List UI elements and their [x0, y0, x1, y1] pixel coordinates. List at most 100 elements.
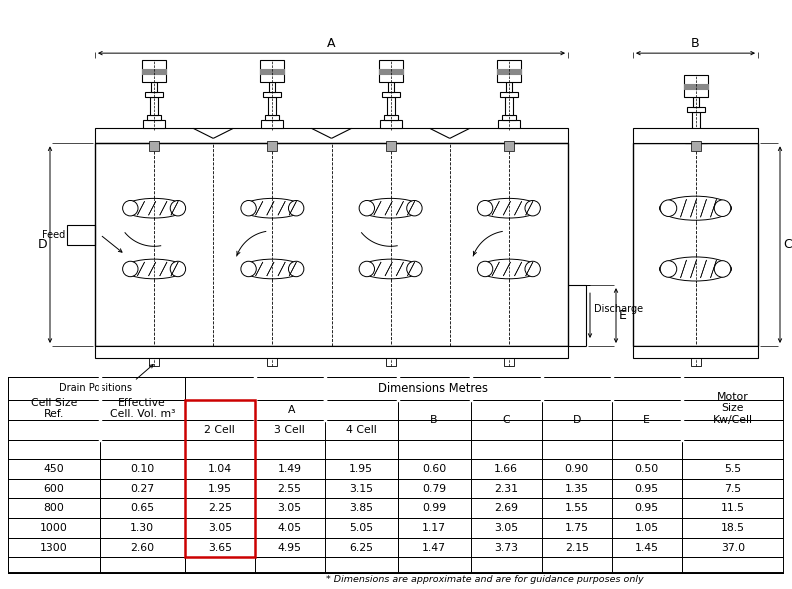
Text: 3 Cell: 3 Cell	[274, 425, 305, 435]
Text: Drain Positions: Drain Positions	[59, 383, 132, 393]
Text: 3.15: 3.15	[349, 484, 373, 494]
Bar	[386, 97, 394, 115]
Bar	[268, 141, 277, 151]
Text: 1.30: 1.30	[130, 523, 154, 533]
Text: 3.73: 3.73	[494, 542, 518, 552]
Bar	[149, 141, 159, 151]
Bar	[684, 135, 706, 143]
Bar	[500, 92, 518, 97]
Ellipse shape	[359, 262, 375, 277]
Text: 0.95: 0.95	[634, 484, 659, 494]
Bar	[145, 92, 163, 97]
Bar	[268, 97, 276, 115]
Bar	[150, 97, 158, 115]
Bar	[95, 128, 568, 143]
Text: B: B	[691, 37, 700, 50]
Text: 1.17: 1.17	[422, 523, 446, 533]
Ellipse shape	[241, 200, 257, 216]
Text: Dimensions Metres: Dimensions Metres	[379, 382, 488, 395]
Ellipse shape	[124, 198, 185, 218]
Bar	[502, 115, 516, 120]
Bar	[185, 401, 255, 557]
Ellipse shape	[360, 259, 421, 279]
Text: 5.05: 5.05	[349, 523, 373, 533]
Ellipse shape	[407, 200, 422, 216]
Bar	[633, 128, 758, 143]
Bar	[261, 120, 284, 128]
Ellipse shape	[525, 262, 540, 277]
Ellipse shape	[714, 261, 731, 277]
Text: 1.49: 1.49	[278, 464, 302, 474]
Text: 2.15: 2.15	[565, 542, 588, 552]
Bar	[268, 358, 277, 366]
Bar	[687, 107, 705, 112]
Ellipse shape	[661, 261, 676, 277]
Bar	[386, 358, 396, 366]
Bar	[142, 60, 166, 82]
Ellipse shape	[478, 259, 539, 279]
Ellipse shape	[478, 198, 539, 218]
Text: 3.85: 3.85	[349, 503, 373, 513]
Ellipse shape	[242, 198, 303, 218]
Text: 4.95: 4.95	[278, 542, 302, 552]
Text: 1000: 1000	[40, 523, 67, 533]
Text: 1.05: 1.05	[634, 523, 659, 533]
Text: 1300: 1300	[40, 542, 67, 552]
Text: 3.05: 3.05	[278, 503, 302, 513]
Text: 1.45: 1.45	[634, 542, 659, 552]
Text: 2.69: 2.69	[494, 503, 518, 513]
Bar	[151, 82, 157, 92]
Bar	[95, 143, 568, 346]
Bar	[688, 130, 703, 135]
Text: 2.55: 2.55	[278, 484, 302, 494]
Ellipse shape	[288, 262, 304, 277]
Text: 2 Cell: 2 Cell	[204, 425, 235, 435]
Text: E: E	[643, 415, 650, 425]
Ellipse shape	[123, 262, 138, 277]
Bar	[498, 120, 520, 128]
Ellipse shape	[478, 262, 493, 277]
Bar	[691, 112, 699, 130]
Bar	[633, 143, 758, 346]
Text: 37.0: 37.0	[721, 542, 745, 552]
Text: 4.05: 4.05	[278, 523, 302, 533]
Text: 1.04: 1.04	[208, 464, 232, 474]
Bar	[269, 82, 276, 92]
Text: D: D	[37, 238, 47, 251]
Text: 800: 800	[44, 503, 64, 513]
Bar	[142, 69, 166, 74]
Bar	[383, 115, 398, 120]
Bar	[147, 115, 161, 120]
Ellipse shape	[241, 262, 257, 277]
Text: 18.5: 18.5	[721, 523, 744, 533]
Text: 0.79: 0.79	[422, 484, 446, 494]
Ellipse shape	[123, 200, 138, 216]
Ellipse shape	[170, 200, 185, 216]
Bar	[149, 358, 159, 366]
Text: 0.10: 0.10	[130, 464, 154, 474]
Text: 4 Cell: 4 Cell	[345, 425, 376, 435]
Text: 1.95: 1.95	[208, 484, 232, 494]
Text: 1.66: 1.66	[494, 464, 518, 474]
Text: A: A	[327, 37, 336, 50]
Text: 1.47: 1.47	[422, 542, 446, 552]
Ellipse shape	[407, 262, 422, 277]
Bar	[691, 141, 700, 151]
Text: Cell Size
Ref.: Cell Size Ref.	[31, 398, 77, 419]
Bar	[261, 69, 284, 74]
Bar	[264, 92, 281, 97]
Text: C: C	[783, 238, 792, 251]
Bar	[497, 60, 521, 82]
Bar	[506, 82, 512, 92]
Bar	[382, 92, 400, 97]
Bar	[633, 346, 758, 358]
Text: 1.75: 1.75	[565, 523, 588, 533]
Ellipse shape	[124, 259, 185, 279]
Bar	[497, 69, 521, 74]
Text: 0.65: 0.65	[130, 503, 154, 513]
Text: 3.05: 3.05	[494, 523, 518, 533]
Text: 1.55: 1.55	[565, 503, 588, 513]
Bar	[143, 120, 165, 128]
Text: Effective
Cell. Vol. m³: Effective Cell. Vol. m³	[109, 398, 175, 419]
Text: 450: 450	[44, 464, 64, 474]
